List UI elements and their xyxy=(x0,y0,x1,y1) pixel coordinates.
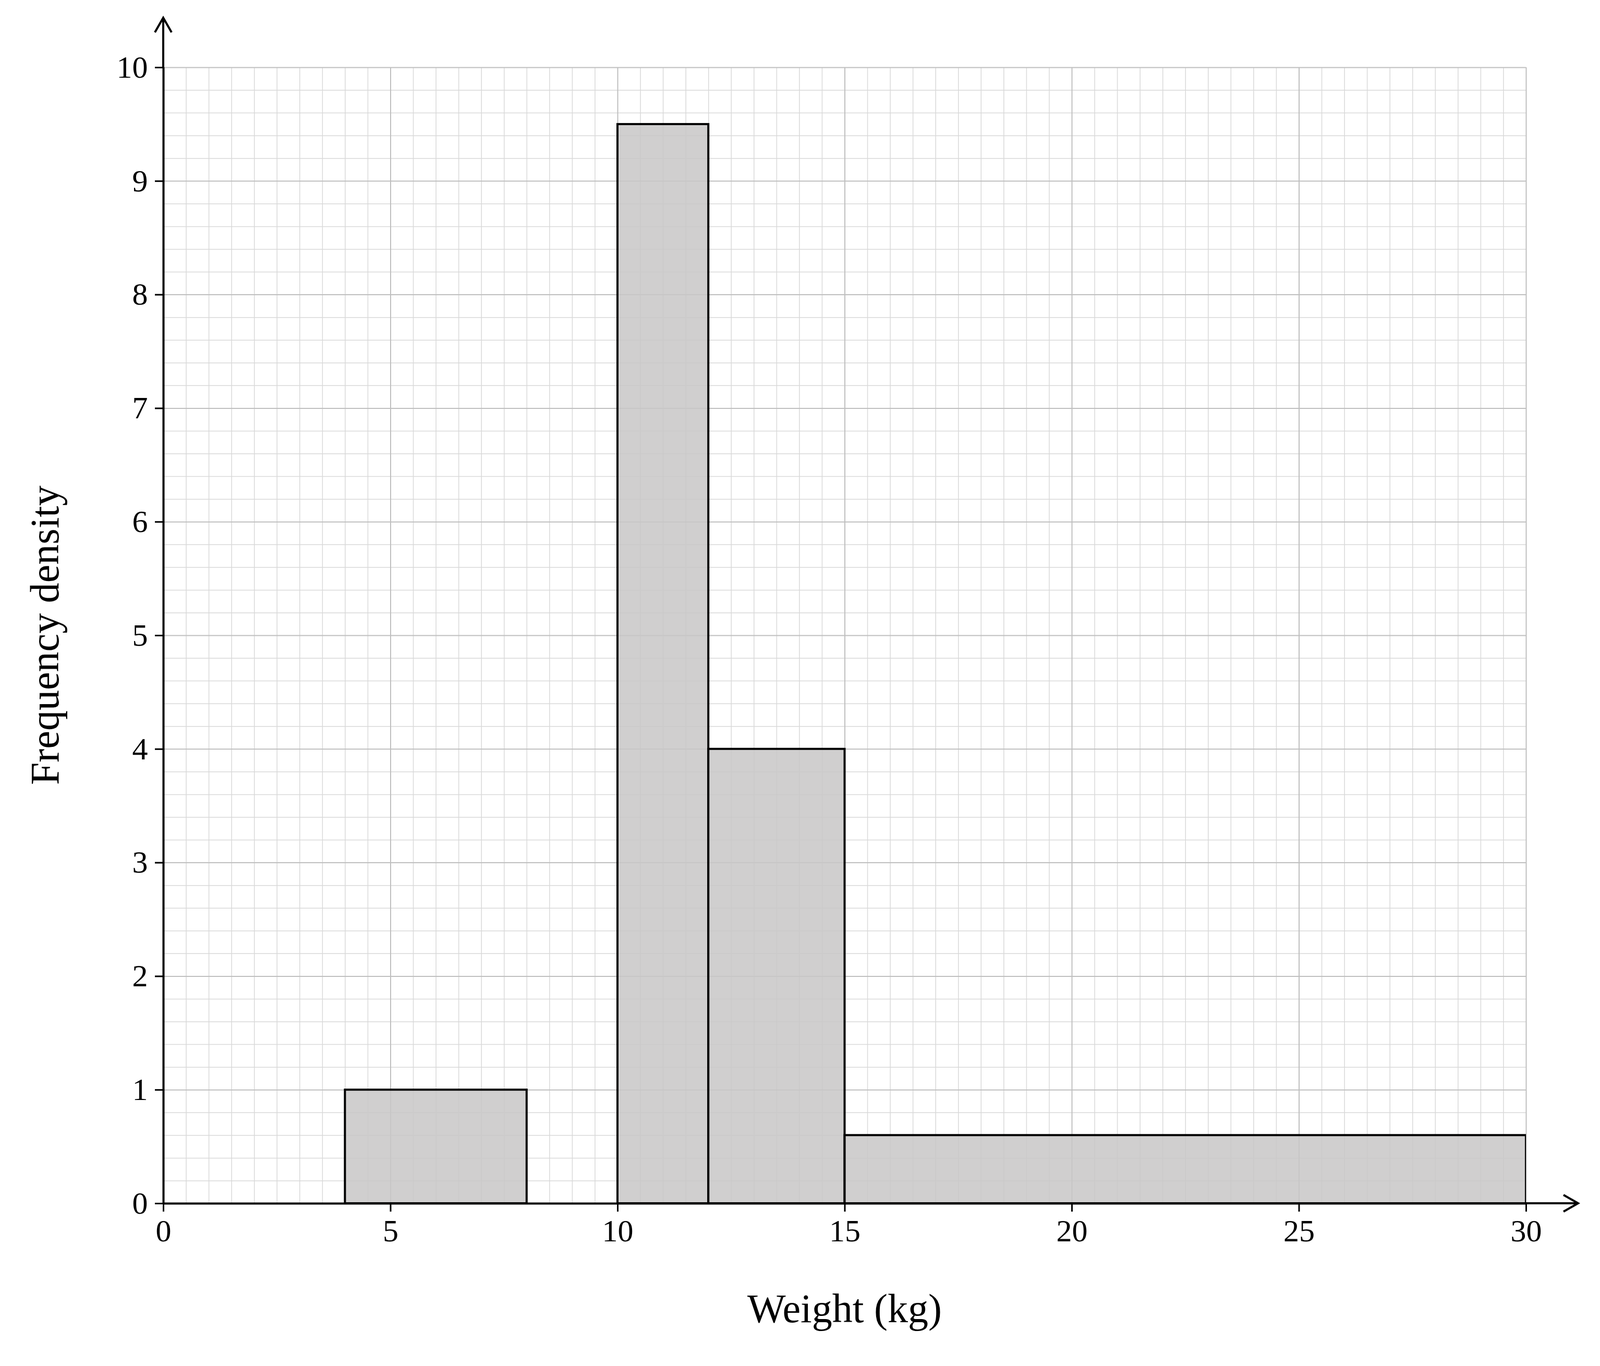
svg-text:4: 4 xyxy=(132,731,149,767)
svg-text:1: 1 xyxy=(132,1072,149,1107)
svg-text:2: 2 xyxy=(132,958,149,993)
svg-text:5: 5 xyxy=(382,1213,399,1248)
svg-text:0: 0 xyxy=(155,1213,172,1248)
svg-text:5: 5 xyxy=(132,617,149,653)
svg-text:3: 3 xyxy=(132,844,149,880)
svg-text:7: 7 xyxy=(132,390,149,426)
svg-text:15: 15 xyxy=(829,1213,861,1248)
svg-text:30: 30 xyxy=(1510,1213,1543,1248)
svg-text:10: 10 xyxy=(116,50,149,85)
svg-text:0: 0 xyxy=(132,1185,149,1221)
svg-text:Weight (kg): Weight (kg) xyxy=(747,1285,942,1331)
svg-text:10: 10 xyxy=(602,1213,634,1248)
svg-text:9: 9 xyxy=(132,163,149,199)
svg-text:8: 8 xyxy=(132,276,149,312)
svg-text:20: 20 xyxy=(1056,1213,1088,1248)
svg-text:25: 25 xyxy=(1283,1213,1315,1248)
svg-text:Frequency density: Frequency density xyxy=(21,485,68,785)
svg-text:6: 6 xyxy=(132,504,149,539)
